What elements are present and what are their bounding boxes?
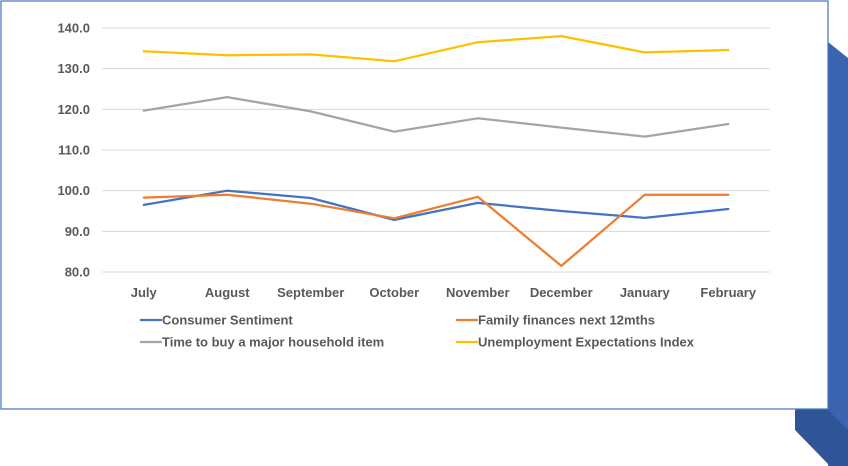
series-line-2 [142, 95, 730, 138]
legend-label: Time to buy a major household item [162, 335, 384, 350]
y-axis-ticks: 80.0 90.0 100.0 110.0 120.0 130.0 140.0 [57, 21, 90, 280]
series-lines [142, 34, 730, 268]
x-tick-label: November [446, 285, 510, 300]
x-axis-ticks: July August September October November Decemb… [131, 285, 757, 300]
y-tick-label: 140.0 [57, 21, 90, 36]
y-tick-label: 100.0 [57, 183, 90, 198]
x-tick-label: October [369, 285, 419, 300]
x-tick-label: September [277, 285, 344, 300]
series-line-0 [142, 189, 730, 222]
legend-item: Family finances next 12mths [456, 313, 655, 328]
y-tick-label: 130.0 [57, 61, 90, 76]
x-tick-label: August [205, 285, 250, 300]
x-tick-label: July [131, 285, 158, 300]
y-tick-label: 120.0 [57, 102, 90, 117]
legend-label: Consumer Sentiment [162, 313, 293, 328]
decor-slab-bottom [795, 410, 848, 466]
y-tick-label: 80.0 [65, 265, 90, 280]
series-line-3 [142, 34, 730, 63]
legend-label: Unemployment Expectations Index [478, 335, 695, 350]
legend-item: Time to buy a major household item [140, 335, 384, 350]
gridlines [102, 27, 770, 273]
decor-slab-side [795, 42, 848, 466]
y-tick-label: 90.0 [65, 224, 90, 239]
x-tick-label: December [530, 285, 593, 300]
x-tick-label: February [700, 285, 756, 300]
x-tick-label: January [620, 285, 671, 300]
y-tick-label: 110.0 [58, 143, 90, 158]
legend-label: Family finances next 12mths [478, 313, 655, 328]
legend-item: Consumer Sentiment [140, 313, 293, 328]
legend-item: Unemployment Expectations Index [456, 335, 695, 350]
series-line-1 [142, 193, 730, 268]
chart-frame [0, 0, 829, 410]
legend: Consumer Sentiment Family finances next 1… [140, 313, 695, 350]
